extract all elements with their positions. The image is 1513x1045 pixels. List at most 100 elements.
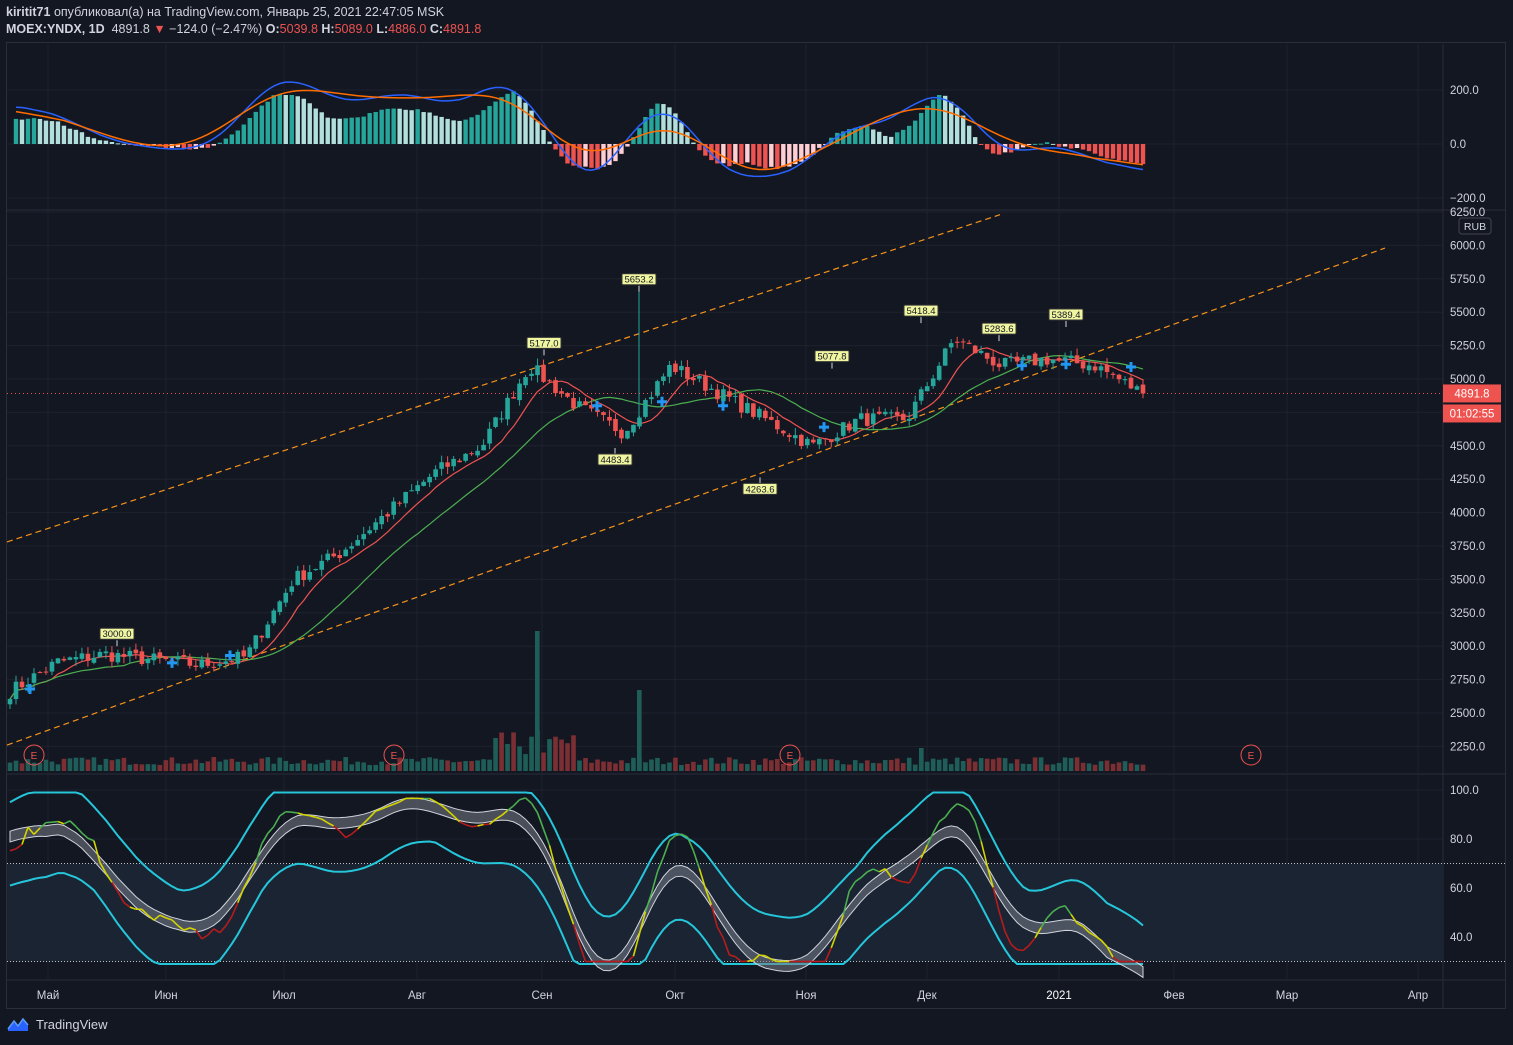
rsi-line-segment: [519, 797, 526, 801]
candle-body: [373, 522, 378, 530]
axes: 200.0 0.0 −200.0 6250.0 6000.0 5750.0 5500.0 52…: [37, 85, 1501, 1002]
volume-bar: [73, 757, 79, 771]
rsi-line-segment: [327, 822, 335, 827]
candle-body: [846, 423, 852, 431]
macd-histogram-bar: [121, 143, 127, 145]
macd-histogram-bar: [781, 144, 786, 167]
rsi-line-segment: [848, 881, 856, 892]
candle-body: [667, 365, 672, 377]
time-axis-label: Дек: [917, 990, 937, 1002]
volume-bar: [1008, 763, 1014, 771]
volume-bar: [882, 760, 888, 771]
author-name[interactable]: kiritit71: [6, 5, 51, 19]
price-axis-label: 2500.0: [1450, 708, 1485, 720]
rsi-line-segment: [375, 808, 382, 812]
macd-histogram-bar: [487, 105, 492, 144]
candle-body: [547, 380, 552, 382]
candle-body: [1056, 358, 1062, 360]
macd-histogram-bar: [115, 143, 121, 145]
volume-bar: [43, 759, 49, 771]
rsi-line-segment: [321, 818, 329, 824]
open-label: O:: [265, 22, 280, 36]
rsi-line-segment: [704, 888, 713, 906]
volume-bar: [972, 761, 978, 771]
volume-bar: [25, 759, 31, 771]
macd-histogram-bar: [361, 116, 366, 144]
macd-histogram-bar: [907, 125, 912, 144]
extreme-label-box: [526, 336, 562, 349]
price-axis-label: 3000.0: [1450, 641, 1485, 653]
volume-bar: [469, 761, 474, 771]
price-axis-label: 5750.0: [1450, 274, 1485, 286]
candle-body: [1098, 366, 1104, 371]
rsi-line-segment: [165, 917, 173, 921]
symbol-label[interactable]: MOEX:YNDX, 1D: [6, 22, 105, 36]
candle-body: [1128, 377, 1134, 389]
rsi-line-segment: [842, 890, 851, 916]
rsi-line-segment: [992, 887, 1000, 912]
candle-body: [1110, 373, 1116, 375]
candle-body: [289, 586, 295, 592]
rsi-line-segment: [291, 811, 298, 814]
grid-lines: [7, 44, 1506, 1008]
macd-histogram-bar: [541, 129, 546, 144]
macd-histogram-bar: [811, 144, 816, 155]
rsi-line-segment: [1094, 935, 1102, 941]
volume-bar: [1002, 758, 1008, 771]
rsi-line-segment: [339, 830, 347, 839]
earnings-marker-icon: [383, 744, 405, 766]
rsi-line-segment: [980, 841, 988, 866]
last-price-label: 4891.8: [1454, 388, 1489, 400]
candle-body: [1008, 356, 1014, 359]
rsi-pane[interactable]: [7, 791, 1506, 979]
rsi-line-segment: [950, 803, 958, 810]
macd-histogram-bar: [199, 144, 205, 148]
macd-histogram-bar: [1056, 144, 1062, 147]
volume-bar: [930, 758, 936, 771]
volume-bar: [1074, 757, 1080, 771]
price-pane[interactable]: 3000.0 5177.0 5653.2 4483.4 5077.8 4263.6 5418…: [6, 214, 1443, 771]
rsi-line-segment: [824, 947, 833, 962]
price-axis-label: 4500.0: [1450, 441, 1485, 453]
volume-bar: [295, 763, 301, 771]
candle-body: [1086, 365, 1092, 371]
candle-body: [175, 656, 181, 660]
volume-bar: [133, 763, 139, 771]
candle-body: [187, 656, 193, 666]
macd-histogram-bar: [978, 144, 984, 145]
candle-body: [1038, 357, 1044, 367]
macd-histogram-bar: [1092, 144, 1098, 154]
candle-body: [283, 592, 289, 603]
macd-histogram-bar: [493, 101, 498, 144]
chart-frame[interactable]: [6, 42, 1506, 1009]
candle-body: [493, 417, 498, 427]
footer-brand[interactable]: TradingView: [36, 1016, 108, 1032]
rsi-line-segment: [465, 823, 472, 828]
rsi-line-segment: [123, 901, 131, 908]
volume-bar: [151, 764, 157, 771]
candle-body: [960, 341, 966, 343]
volume-bar: [715, 763, 720, 771]
macd-histogram-bar: [175, 144, 181, 148]
rsi-line-segment: [429, 797, 436, 803]
extreme-label-box: [99, 627, 135, 640]
candle-body: [870, 413, 876, 425]
macd-histogram-bar: [211, 144, 217, 146]
macd-histogram-bar: [481, 110, 486, 144]
macd-histogram-bar: [1014, 144, 1020, 150]
volume-bar: [1134, 764, 1140, 771]
earnings-marker-icon: [23, 744, 45, 766]
time-axis-label: Фев: [1163, 990, 1184, 1002]
time-axis-label: Мар: [1276, 990, 1299, 1002]
volume-bar: [1038, 757, 1044, 771]
macd-histogram-bar: [649, 108, 654, 144]
candle-body: [894, 411, 900, 416]
rsi-line-segment: [387, 803, 394, 808]
macd-histogram-bar: [877, 131, 882, 144]
macd-pane[interactable]: [13, 81, 1146, 178]
candle-body: [109, 652, 115, 662]
rsi-line-segment: [441, 804, 449, 812]
candle-body: [751, 403, 756, 417]
rsi-line-segment: [345, 833, 353, 839]
